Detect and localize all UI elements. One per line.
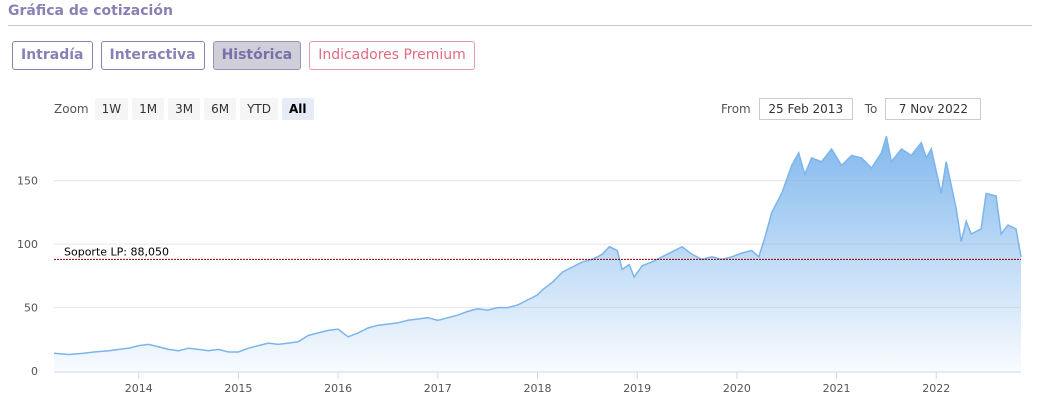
zoom-ytd-button[interactable]: YTD — [240, 98, 278, 120]
zoom-6m-button[interactable]: 6M — [204, 98, 237, 120]
title-divider — [8, 25, 1032, 26]
tab-interactiva[interactable]: Interactiva — [100, 41, 205, 70]
tab-historica[interactable]: Histórica — [212, 41, 302, 70]
tab-indicadores-premium[interactable]: Indicadores Premium — [309, 41, 475, 70]
section-title: Gráfica de cotización — [8, 3, 173, 19]
support-label: Soporte LP: 88,050 — [64, 245, 169, 258]
to-label: To — [864, 102, 878, 116]
x-tick-label: 2019 — [623, 382, 651, 395]
x-tick-label: 2017 — [424, 382, 452, 395]
x-tick-label: 2016 — [324, 382, 352, 395]
tab-intradia[interactable]: Intradía — [12, 41, 93, 70]
y-tick-label: 150 — [17, 175, 38, 188]
zoom-all-button[interactable]: All — [282, 98, 314, 120]
chart-tabs: Intradía Interactiva Histórica Indicador… — [12, 41, 475, 70]
x-tick-label: 2020 — [723, 382, 751, 395]
zoom-1w-button[interactable]: 1W — [94, 98, 129, 120]
from-date-input[interactable] — [758, 98, 853, 120]
zoom-selector: Zoom 1W 1M 3M 6M YTD All — [54, 98, 318, 120]
from-label: From — [721, 102, 751, 116]
date-range-selector: From To — [721, 98, 982, 120]
x-tick-label: 2021 — [823, 382, 851, 395]
to-date-input[interactable] — [885, 98, 982, 120]
zoom-label: Zoom — [54, 102, 89, 116]
y-axis-labels: 0 50 100 150 — [17, 175, 38, 378]
x-tick-label: 2018 — [524, 382, 552, 395]
x-tick-label: 2022 — [922, 382, 950, 395]
y-tick-label: 0 — [31, 365, 38, 378]
x-tick-label: 2014 — [125, 382, 153, 395]
y-tick-label: 100 — [17, 238, 38, 251]
x-tick-label: 2015 — [224, 382, 252, 395]
x-axis-labels: 2014 2015 2016 2017 2018 2019 2020 2021 2022 — [125, 372, 950, 395]
zoom-3m-button[interactable]: 3M — [168, 98, 201, 120]
zoom-1m-button[interactable]: 1M — [132, 98, 165, 120]
price-area — [54, 136, 1021, 371]
y-tick-label: 50 — [24, 302, 38, 315]
